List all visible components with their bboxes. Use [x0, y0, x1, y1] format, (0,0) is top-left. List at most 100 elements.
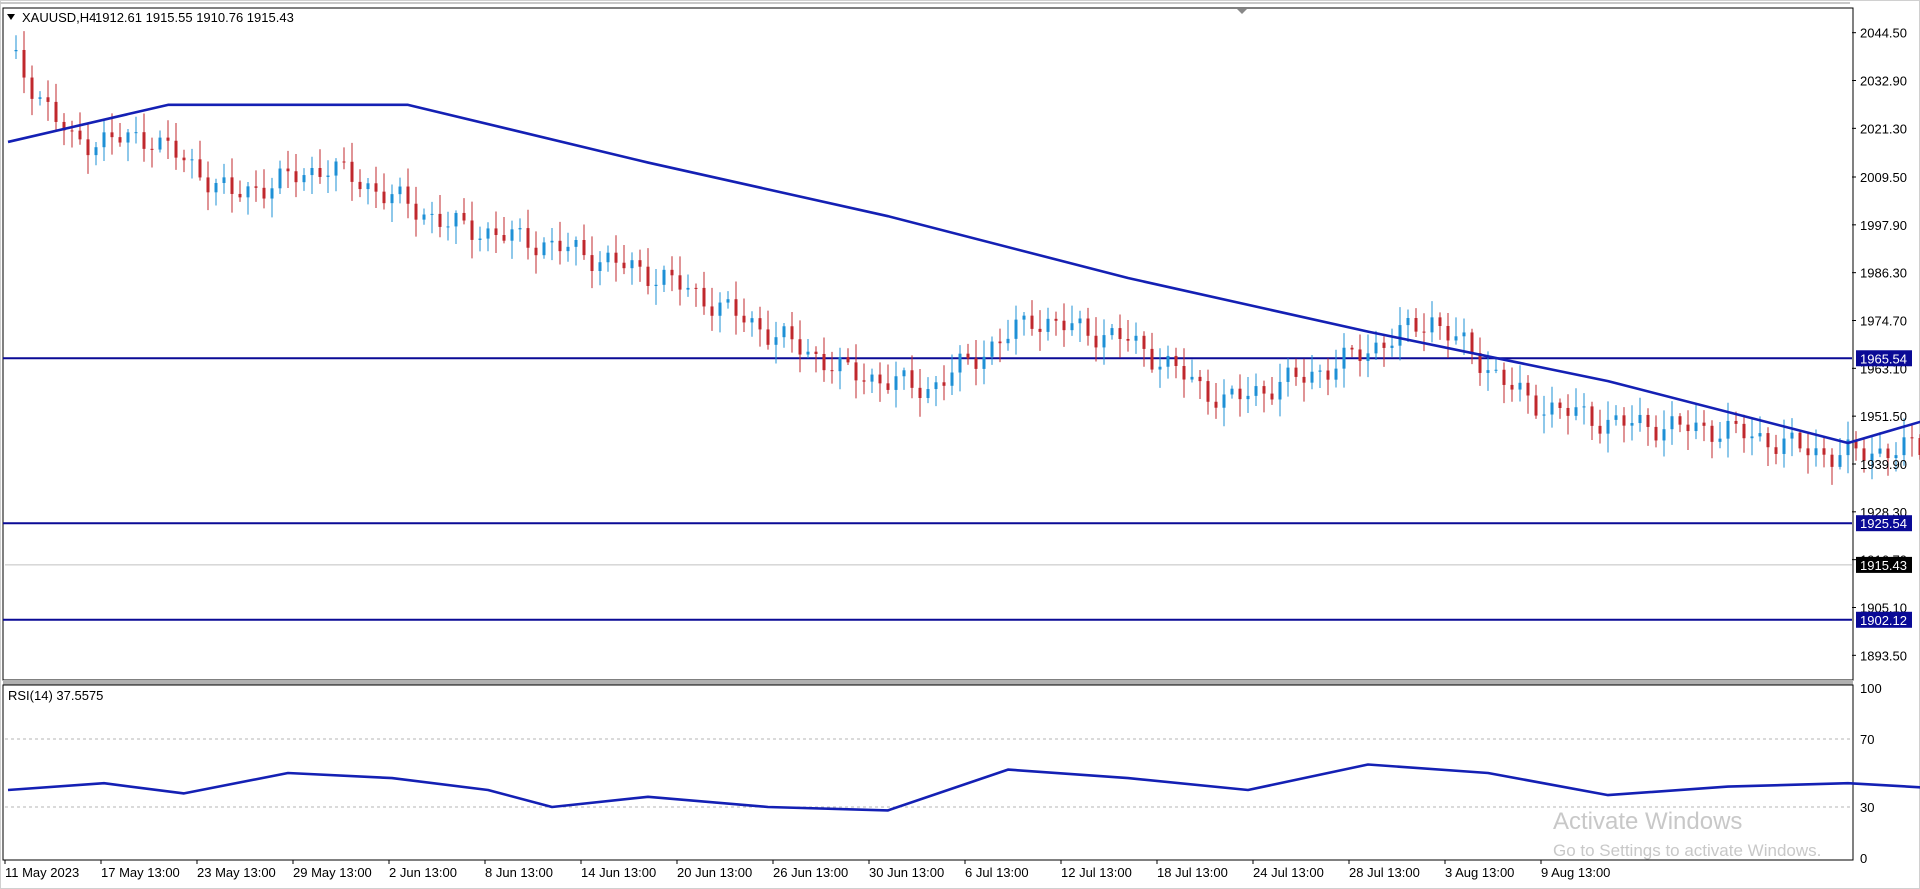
candle-body: [1662, 429, 1666, 441]
candle-body: [878, 374, 882, 384]
candle-body: [422, 214, 426, 220]
candle-body: [1110, 328, 1114, 336]
price-tick-label: 2021.30: [1860, 121, 1907, 136]
price-tick-label: 1951.50: [1860, 409, 1907, 424]
candle-body: [478, 238, 482, 240]
ma-line[interactable]: [7, 103, 1920, 571]
candle-body: [782, 326, 786, 338]
candle-body: [190, 159, 194, 161]
candle-body: [806, 351, 810, 355]
candle-body: [1014, 319, 1018, 339]
candle-body: [894, 376, 898, 390]
candle-body: [1902, 437, 1906, 456]
price-tick-label: 1905.10: [1860, 600, 1907, 615]
candle-body: [54, 101, 58, 122]
candle-body: [654, 284, 658, 286]
candle-body: [1046, 318, 1050, 332]
candle-body: [1678, 416, 1682, 425]
candle-body: [86, 139, 90, 156]
candle-body: [118, 137, 122, 143]
price-tick-label: 1997.90: [1860, 218, 1907, 233]
activate-windows-title: Activate Windows: [1553, 808, 1743, 835]
price-tick-label: 1939.90: [1860, 457, 1907, 472]
candle-body: [1358, 349, 1362, 361]
time-axis: 11 May 2023 17 May 13:00 23 May 13:00 29 Ma…: [4, 860, 1610, 880]
candle-body: [542, 242, 546, 256]
candle-body: [814, 351, 818, 354]
candle-body: [598, 262, 602, 272]
candle-body: [406, 186, 410, 204]
candle-body: [1526, 382, 1530, 396]
candle-body: [614, 252, 618, 263]
candle-body: [238, 193, 242, 198]
time-tick-label: 30 Jun 13:00: [869, 865, 944, 880]
candle-body: [1230, 388, 1234, 395]
candle-body: [206, 177, 210, 193]
time-tick-label: 9 Aug 13:00: [1541, 865, 1610, 880]
candle-body: [1286, 367, 1290, 382]
candle-body: [222, 177, 226, 183]
ohlc-values: 1912.61 1915.55 1910.76 1915.43: [95, 10, 294, 25]
candle-body: [1102, 335, 1106, 348]
candle-body: [710, 306, 714, 316]
candle-body: [990, 341, 994, 357]
candle-body: [134, 132, 138, 134]
candle-body: [414, 203, 418, 220]
candle-body: [294, 171, 298, 183]
time-tick-label: 20 Jun 13:00: [677, 865, 752, 880]
symbol-label: XAUUSD,H4: [22, 10, 96, 25]
current-price-tag: [1856, 556, 1912, 573]
candle-body: [1350, 347, 1354, 350]
candle-body: [1702, 422, 1706, 426]
candle-body: [902, 370, 906, 377]
candle-body: [94, 147, 98, 156]
candle-body: [1798, 432, 1802, 449]
candle-body: [1830, 454, 1834, 467]
time-tick-label: 29 May 13:00: [293, 865, 372, 880]
moving-average: [7, 103, 1920, 571]
rsi-series: [5, 736, 1920, 812]
candle-body: [1262, 386, 1266, 394]
panel-separator[interactable]: [3, 680, 1853, 685]
candle-body: [590, 255, 594, 272]
candle-body: [774, 337, 778, 345]
candle-body: [446, 226, 450, 228]
candle-body: [46, 97, 50, 102]
candle-body: [1542, 414, 1546, 416]
candle-body: [1846, 439, 1850, 456]
dropdown-triangle-icon[interactable]: [7, 14, 15, 20]
candle-body: [1094, 335, 1098, 348]
candle-body: [726, 299, 730, 303]
candle-body: [262, 187, 266, 199]
candle-body: [1454, 336, 1458, 341]
candle-body: [966, 353, 970, 359]
candle-body: [110, 132, 114, 138]
candle-body: [334, 161, 338, 176]
candle-body: [1630, 423, 1634, 426]
rsi-line[interactable]: [7, 736, 1920, 812]
candle-body: [350, 161, 354, 182]
price-tick-label: 1893.50: [1860, 648, 1907, 663]
candle-body: [174, 140, 178, 158]
candle-body: [1054, 318, 1058, 321]
candle-body: [1862, 448, 1866, 461]
rsi-panel[interactable]: [2, 684, 1854, 861]
candle-body: [1198, 376, 1202, 382]
candle-body: [974, 358, 978, 369]
candle-body: [230, 177, 234, 194]
candle-body: [1382, 342, 1386, 348]
candle-body: [606, 252, 610, 263]
candle-body: [1550, 402, 1554, 415]
candle-body: [278, 168, 282, 189]
candle-body: [502, 235, 506, 241]
candle-body: [1390, 345, 1394, 348]
candle-body: [1502, 369, 1506, 385]
shift-marker-icon[interactable]: [1237, 9, 1247, 14]
candle-body: [798, 339, 802, 355]
horizontal-levels: [3, 357, 1852, 621]
candle-body: [22, 49, 26, 78]
candle-body: [510, 229, 514, 241]
candle-body: [1654, 426, 1658, 441]
